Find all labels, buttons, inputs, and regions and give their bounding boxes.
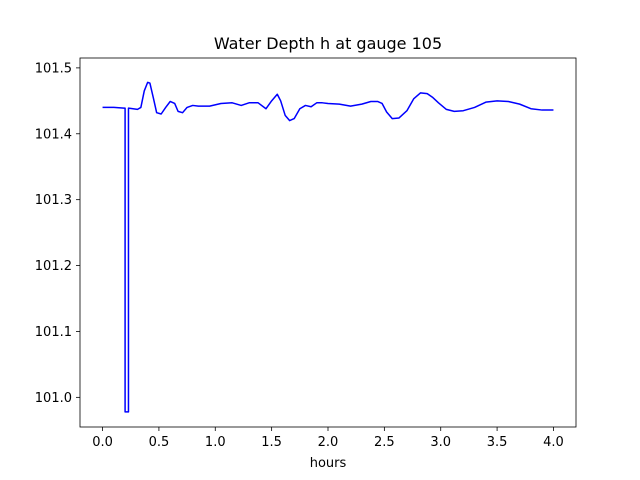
x-tick-label: 3.5 bbox=[487, 435, 508, 450]
y-tick-label: 101.5 bbox=[35, 61, 72, 76]
x-tick-label: 0.0 bbox=[92, 435, 113, 450]
series-line-0 bbox=[102, 81, 554, 413]
y-tick-label: 101.0 bbox=[35, 391, 72, 406]
y-tick-label: 101.2 bbox=[35, 259, 72, 274]
x-tick-label: 3.0 bbox=[430, 435, 451, 450]
plot-frame bbox=[79, 57, 577, 428]
y-tick-label: 101.4 bbox=[35, 127, 72, 142]
x-axis-label: hours bbox=[310, 456, 347, 471]
x-tick-label: 1.0 bbox=[205, 435, 226, 450]
y-tick-label: 101.3 bbox=[35, 193, 72, 208]
y-tick-label: 101.1 bbox=[35, 325, 72, 340]
plot-area: 0.0 0.5 1.0 1.5 2.0 2.5 3.0 3.5 4.0 101.0 101.1 101… bbox=[35, 57, 577, 450]
x-tick-label: 0.5 bbox=[149, 435, 170, 450]
x-tick-label: 2.5 bbox=[374, 435, 395, 450]
x-tick-label: 2.0 bbox=[318, 435, 339, 450]
x-tick-label: 4.0 bbox=[543, 435, 564, 450]
x-tick-label: 1.5 bbox=[261, 435, 282, 450]
chart-title: Water Depth h at gauge 105 bbox=[214, 34, 442, 53]
